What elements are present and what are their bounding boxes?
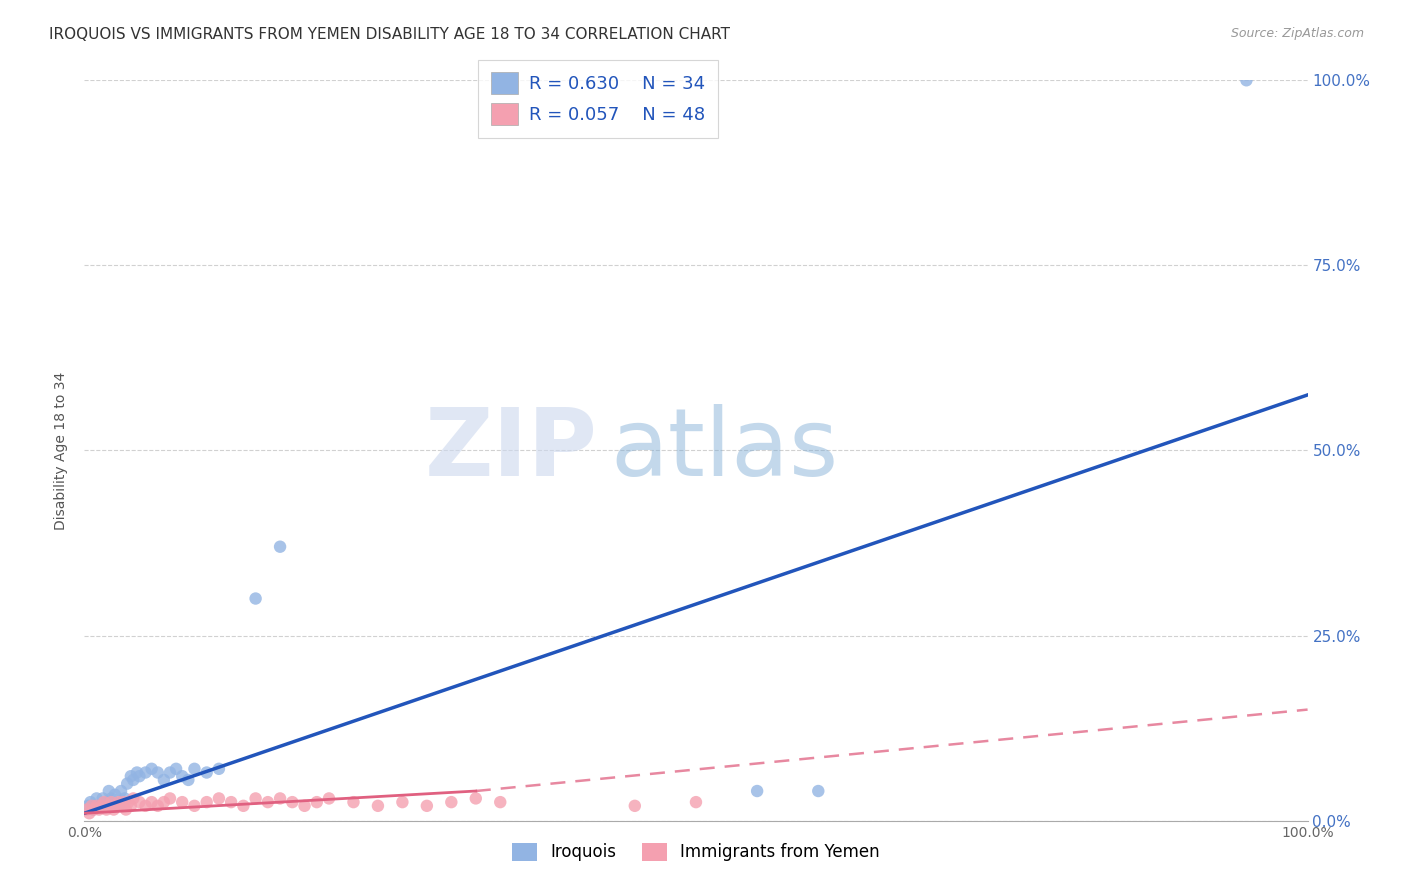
- Point: [183, 762, 205, 776]
- Point: [294, 798, 316, 813]
- Point: [153, 795, 176, 809]
- Point: [807, 784, 830, 798]
- Text: ZIP: ZIP: [425, 404, 598, 497]
- Point: [87, 803, 110, 817]
- Point: [208, 762, 231, 776]
- Point: [440, 795, 463, 809]
- Point: [117, 795, 139, 809]
- Point: [747, 784, 769, 798]
- Point: [104, 788, 127, 802]
- Point: [1236, 73, 1258, 87]
- Point: [153, 772, 176, 787]
- Text: atlas: atlas: [610, 404, 838, 497]
- Point: [90, 798, 112, 813]
- Point: [464, 791, 486, 805]
- Point: [135, 765, 157, 780]
- Point: [115, 803, 138, 817]
- Point: [76, 803, 98, 817]
- Point: [367, 798, 389, 813]
- Point: [146, 798, 169, 813]
- Point: [416, 798, 439, 813]
- Point: [82, 803, 104, 817]
- Point: [120, 769, 142, 783]
- Point: [79, 795, 101, 809]
- Point: [103, 803, 125, 817]
- Point: [208, 791, 231, 805]
- Point: [269, 791, 291, 805]
- Point: [96, 803, 118, 817]
- Point: [105, 798, 128, 813]
- Point: [100, 791, 122, 805]
- Point: [112, 795, 135, 809]
- Point: [318, 791, 340, 805]
- Point: [125, 765, 148, 780]
- Point: [391, 795, 413, 809]
- Point: [177, 772, 200, 787]
- Point: [96, 795, 118, 809]
- Point: [122, 791, 145, 805]
- Point: [114, 791, 136, 805]
- Point: [86, 791, 108, 805]
- Point: [269, 540, 291, 554]
- Point: [685, 795, 707, 809]
- Point: [120, 798, 142, 813]
- Point: [93, 795, 115, 809]
- Point: [80, 798, 103, 813]
- Y-axis label: Disability Age 18 to 34: Disability Age 18 to 34: [55, 371, 69, 530]
- Point: [107, 795, 129, 809]
- Point: [110, 784, 132, 798]
- Point: [97, 784, 120, 798]
- Point: [165, 762, 187, 776]
- Point: [77, 798, 100, 813]
- Point: [342, 795, 364, 809]
- Point: [141, 762, 163, 776]
- Point: [122, 772, 145, 787]
- Point: [146, 765, 169, 780]
- Point: [172, 795, 194, 809]
- Point: [128, 795, 150, 809]
- Point: [110, 798, 132, 813]
- Point: [89, 798, 111, 813]
- Point: [115, 776, 138, 791]
- Point: [128, 769, 150, 783]
- Legend: Iroquois, Immigrants from Yemen: Iroquois, Immigrants from Yemen: [506, 836, 886, 868]
- Point: [141, 795, 163, 809]
- Point: [305, 795, 328, 809]
- Point: [83, 803, 105, 817]
- Point: [183, 798, 205, 813]
- Point: [195, 795, 218, 809]
- Point: [107, 798, 129, 813]
- Point: [281, 795, 304, 809]
- Point: [100, 795, 122, 809]
- Point: [257, 795, 280, 809]
- Point: [489, 795, 512, 809]
- Point: [245, 791, 267, 805]
- Text: Source: ZipAtlas.com: Source: ZipAtlas.com: [1230, 27, 1364, 40]
- Point: [97, 798, 120, 813]
- Text: IROQUOIS VS IMMIGRANTS FROM YEMEN DISABILITY AGE 18 TO 34 CORRELATION CHART: IROQUOIS VS IMMIGRANTS FROM YEMEN DISABI…: [49, 27, 730, 42]
- Point: [172, 769, 194, 783]
- Point: [77, 806, 100, 821]
- Point: [159, 791, 181, 805]
- Point: [86, 798, 108, 813]
- Point: [135, 798, 157, 813]
- Point: [232, 798, 254, 813]
- Point: [91, 791, 114, 805]
- Point: [245, 591, 267, 606]
- Point: [159, 765, 181, 780]
- Point: [219, 795, 242, 809]
- Point: [624, 798, 647, 813]
- Point: [195, 765, 218, 780]
